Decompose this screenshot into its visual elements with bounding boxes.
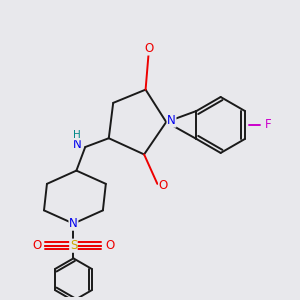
Text: O: O [33,239,42,252]
Text: H: H [73,130,81,140]
Text: O: O [144,42,153,55]
Text: N: N [167,114,176,127]
Text: O: O [105,239,114,252]
Text: N: N [73,138,81,151]
Text: S: S [70,239,77,252]
Text: F: F [265,118,271,131]
Text: O: O [159,179,168,192]
Text: N: N [69,217,78,230]
